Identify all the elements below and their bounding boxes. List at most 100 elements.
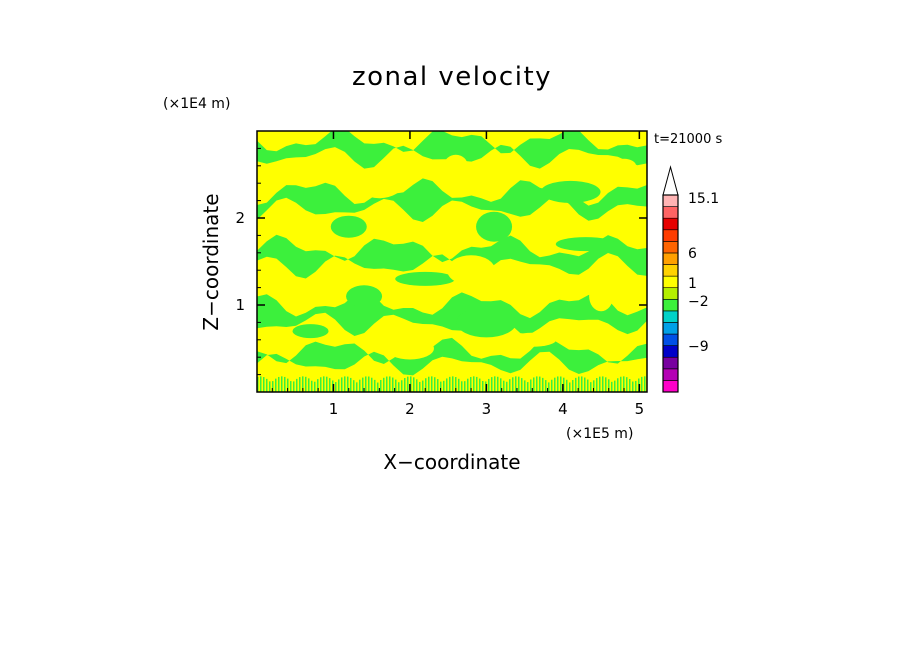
colorbar-segment [662, 356, 679, 370]
colorbar-extension [662, 165, 679, 196]
velocity-band [257, 337, 647, 376]
x-tick-label: 4 [558, 400, 568, 418]
boundary-noise [314, 381, 316, 392]
boundary-noise [392, 377, 394, 392]
boundary-noise [371, 377, 373, 392]
boundary-noise [521, 378, 523, 392]
boundary-noise [308, 378, 310, 392]
boundary-noise [557, 376, 559, 392]
x-tick-label: 2 [405, 400, 415, 418]
boundary-noise [401, 380, 403, 392]
boundary-noise [443, 380, 445, 392]
boundary-noise [260, 376, 262, 392]
boundary-noise [533, 377, 535, 392]
y-tick-label: 2 [235, 209, 245, 227]
boundary-noise [344, 376, 346, 392]
boundary-noise [338, 379, 340, 392]
colorbar-segment [662, 264, 679, 277]
boundary-noise [470, 376, 472, 392]
colorbar-segment [662, 333, 679, 346]
boundary-noise [377, 382, 379, 392]
boundary-noise [590, 382, 592, 392]
boundary-noise [440, 381, 442, 392]
velocity-patch [589, 281, 614, 312]
plot-frame [256, 130, 648, 393]
boundary-noise [482, 380, 484, 392]
colorbar-label: −9 [688, 339, 709, 355]
boundary-noise [488, 378, 490, 392]
boundary-noise [269, 381, 271, 392]
boundary-noise [551, 379, 553, 392]
boundary-noise [299, 377, 301, 392]
boundary-noise [464, 381, 466, 392]
velocity-patch [330, 215, 367, 238]
boundary-noise [350, 377, 352, 392]
boundary-noise [572, 380, 574, 392]
boundary-noise [566, 379, 568, 392]
boundary-noise [503, 380, 505, 392]
colorbar-segment [662, 217, 679, 231]
boundary-noise [641, 376, 643, 392]
chart-title: zonal velocity [352, 62, 552, 92]
velocity-patch [456, 307, 517, 338]
boundary-noise [380, 379, 382, 392]
boundary-noise [425, 378, 427, 392]
colorbar-segment [662, 287, 679, 300]
velocity-patch [355, 168, 404, 199]
boundary-noise [347, 376, 349, 392]
boundary-noise [476, 376, 478, 392]
y-unit-label: (×1E4 m) [163, 96, 230, 112]
boundary-noise [506, 381, 508, 392]
colorbar-segment [662, 310, 679, 323]
colorbar-segment [662, 380, 679, 393]
boundary-noise [431, 376, 433, 392]
boundary-noise [365, 376, 367, 392]
boundary-noise [620, 376, 622, 392]
boundary-noise [623, 376, 625, 392]
colorbar-segment [662, 298, 679, 312]
boundary-noise [272, 381, 274, 392]
velocity-patch [612, 158, 637, 173]
boundary-noise [275, 378, 277, 392]
boundary-noise [527, 382, 529, 392]
colorbar-segment [662, 252, 679, 265]
boundary-noise [536, 376, 538, 392]
colorbar-frame [662, 194, 679, 393]
boundary-noise [416, 379, 418, 392]
colorbar-segment [662, 206, 679, 219]
boundary-noise [287, 378, 289, 392]
colorbar-segment [662, 322, 679, 335]
boundary-noise [413, 377, 415, 392]
boundary-noise [602, 376, 604, 392]
boundary-noise [293, 381, 295, 392]
boundary-noise [614, 380, 616, 392]
boundary-noise [497, 376, 499, 392]
x-tick-label: 3 [482, 400, 492, 418]
boundary-noise [368, 376, 370, 392]
boundary-noise [281, 376, 283, 392]
velocity-patch [508, 332, 557, 347]
boundary-noise [644, 376, 646, 392]
velocity-band [257, 131, 647, 169]
colorbar-segment [662, 368, 679, 381]
velocity-patch [283, 167, 308, 182]
boundary-noise [605, 377, 607, 392]
x-tick-label: 1 [329, 400, 339, 418]
boundary-noise [626, 377, 628, 392]
boundary-noise [581, 376, 583, 392]
velocity-patch [555, 237, 616, 252]
boundary-noise [584, 377, 586, 392]
boundary-noise [398, 382, 400, 392]
boundary-noise [512, 377, 514, 392]
boundary-noise [437, 379, 439, 392]
boundary-noise [518, 376, 520, 392]
boundary-noise [545, 380, 547, 392]
boundary-noise [320, 377, 322, 392]
x-axis: 1 2 3 4 5 [271, 131, 644, 418]
boundary-noise [263, 377, 265, 392]
boundary-noise [356, 382, 358, 392]
boundary-noise [266, 378, 268, 392]
colorbar-label: −2 [688, 294, 709, 310]
colorbar-segment [662, 345, 679, 358]
